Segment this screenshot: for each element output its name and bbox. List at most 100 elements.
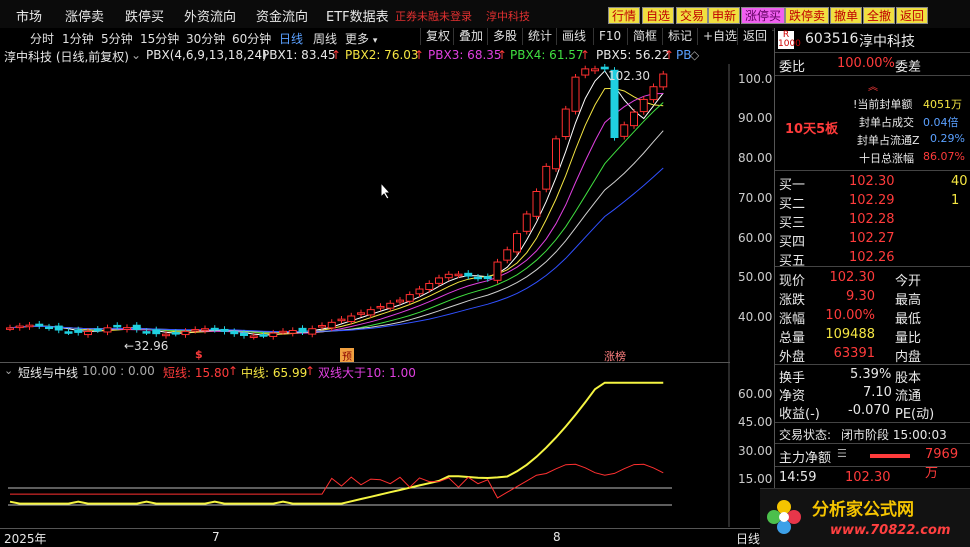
stat-label: 总量 (779, 331, 806, 346)
btn-adjust[interactable]: 复权 (420, 28, 455, 45)
period-30m[interactable]: 30分钟 (186, 32, 226, 46)
ratio-label: 委比 (779, 60, 806, 75)
btn-multi-stock[interactable]: 多股 (487, 28, 522, 45)
indicator-name[interactable]: PBX(4,6,9,13,18,24) (146, 48, 267, 62)
period-weekly[interactable]: 周线 (313, 32, 338, 46)
candle-body (240, 332, 248, 336)
btn-back-top[interactable]: 返回 (896, 7, 929, 24)
stat-label: 涨幅 (779, 312, 806, 327)
menu-foreign-flow[interactable]: 外资流向 (184, 10, 237, 25)
btn-cancel-all[interactable]: 全撤 (863, 7, 896, 24)
candle-body (630, 111, 638, 127)
bid-price[interactable]: 102.30 (849, 174, 895, 189)
main-flow-label[interactable]: 主力净额 (779, 451, 832, 466)
btn-limit-up-buy[interactable]: 涨停买 (741, 7, 786, 24)
indicator-canvas[interactable] (0, 362, 730, 527)
diamond-icon[interactable]: ◇ (690, 48, 700, 62)
btn-overlay[interactable]: 叠加 (453, 28, 488, 45)
stock-code: 603516 (805, 31, 859, 47)
login-notice: 正券未融未登录 (395, 10, 472, 23)
collapse-icon[interactable]: ︽ (868, 82, 878, 93)
period-more[interactable]: 更多 ▾ (345, 30, 377, 47)
bid-price[interactable]: 102.26 (849, 250, 895, 265)
candle-body (288, 330, 297, 334)
date-axis: 2025年 7 8 日线 (0, 528, 772, 547)
btn-statistics[interactable]: 统计 (522, 28, 557, 45)
forecast-marker[interactable]: 预 (340, 348, 354, 363)
candle-body (522, 213, 531, 232)
indicator-info-bar: 淳中科技 (日线,前复权) ⌄ PBX(4,6,9,13,18,24) PBX1… (0, 47, 700, 64)
candle-body (337, 318, 346, 322)
pbx-line (9, 87, 664, 335)
indicator-panel[interactable]: ⌄ 短线与中线 10.00 : 0.00 短线: 15.80 ↑ 中线: 65.… (0, 362, 772, 527)
turnover-value: 5.39% (850, 367, 892, 382)
period-intraday[interactable]: 分时 (30, 32, 55, 46)
bid-price[interactable]: 102.29 (849, 193, 895, 208)
candle-body (54, 325, 63, 331)
bid-price[interactable]: 102.27 (849, 231, 895, 246)
menu-market[interactable]: 市场 (16, 10, 43, 25)
candle-body (220, 328, 229, 332)
candle-body (620, 124, 629, 137)
high-price-label: 102.30 (608, 69, 650, 83)
bid-price[interactable]: 102.28 (849, 212, 895, 227)
menu-list-icon[interactable]: ☰ (837, 447, 847, 460)
main-flow-bar (870, 454, 910, 458)
date-august: 8 (553, 530, 561, 544)
seal-float-label: 封单占流通Z (857, 134, 920, 147)
kline-canvas[interactable] (0, 64, 730, 364)
btn-ipo[interactable]: 申新 (708, 7, 741, 24)
seal-amount-label: !当前封单额 (853, 98, 913, 111)
dollar-marker[interactable]: $ (195, 348, 203, 361)
up-arrow-icon: ↑ (580, 48, 591, 62)
stat-value: 10.00% (825, 308, 875, 323)
candle-body (113, 324, 122, 328)
btn-watchlist[interactable]: 自选 (642, 7, 675, 24)
indicator-title[interactable]: 短线与中线 (18, 366, 79, 380)
settings-circle-icon[interactable]: ⌄ (4, 364, 14, 377)
period-1m[interactable]: 1分钟 (62, 32, 94, 46)
menu-limit-down-buy[interactable]: 跌停买 (125, 10, 165, 25)
btn-cancel-order[interactable]: 撤单 (830, 7, 863, 24)
candle-body (45, 326, 53, 330)
btn-trade[interactable]: 交易 (676, 7, 709, 24)
btn-mark[interactable]: 标记 (662, 28, 697, 45)
settings-circle-icon[interactable]: ⌄ (131, 48, 142, 62)
candle-body (171, 332, 180, 335)
period-15m[interactable]: 15分钟 (140, 32, 180, 46)
up-arrow-icon: ↑ (331, 48, 342, 62)
period-60m[interactable]: 60分钟 (232, 32, 272, 46)
candle-body (142, 331, 151, 334)
candle-body (552, 138, 560, 170)
btn-add-watch[interactable]: +自选 (697, 28, 742, 45)
btn-quote[interactable]: 行情 (608, 7, 641, 24)
ytick-90: 90.00 (738, 111, 773, 125)
menu-capital-flow[interactable]: 资金流向 (256, 10, 309, 25)
kline-chart[interactable]: 102.30 ←32.96 $ 预 涨榜 100.0 90.00 80.00 7… (0, 64, 772, 364)
btn-limit-down-sell[interactable]: 跌停卖 (785, 7, 830, 24)
bid-label: 买四 (779, 235, 806, 250)
menu-limit-up-sell[interactable]: 涨停卖 (65, 10, 105, 25)
btn-draw-line[interactable]: 画线 (556, 28, 591, 45)
candle-body (444, 273, 453, 279)
seal-vol-label: 封单占成交 (859, 116, 914, 129)
top-list-marker[interactable]: 涨榜 (604, 350, 626, 363)
bid-volume: 1 (951, 193, 960, 208)
flower-logo-icon (767, 500, 801, 534)
eps-value: -0.070 (848, 403, 890, 418)
candle-body (483, 276, 492, 280)
candle-body (25, 324, 34, 328)
seal-vol: 0.04倍 (923, 116, 959, 129)
menu-etf-table[interactable]: ETF数据表 (326, 10, 389, 25)
candle-body (386, 302, 395, 309)
btn-back[interactable]: 返回 (737, 28, 772, 45)
btn-simple-frame[interactable]: 简框 (627, 28, 662, 45)
period-daily[interactable]: 日线 (279, 32, 304, 46)
period-5m[interactable]: 5分钟 (101, 32, 133, 46)
candle-body (347, 315, 356, 322)
btn-f10[interactable]: F10 (593, 28, 626, 45)
watermark-logo: 分析家公式网 www.70822.com (760, 488, 970, 547)
candle-body (35, 323, 44, 327)
stat-label: 外盘 (779, 350, 806, 365)
ten-day-label: 十日总涨幅 (859, 152, 914, 165)
